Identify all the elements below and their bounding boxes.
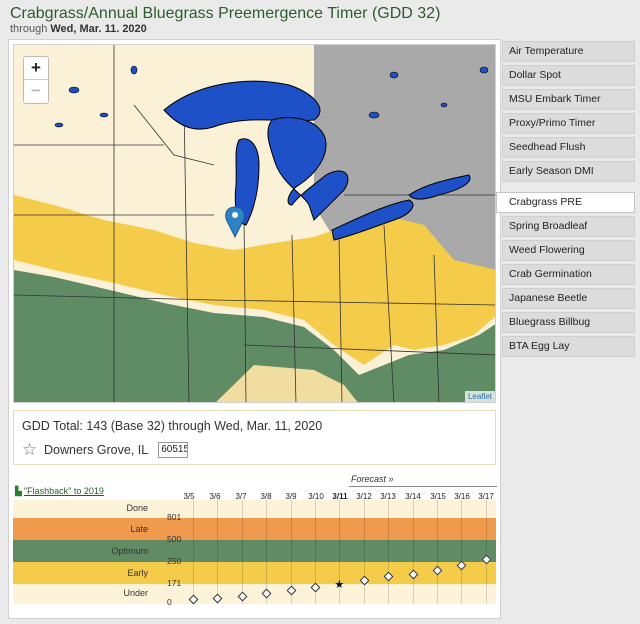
band-label: Done (126, 503, 148, 513)
date-label[interactable]: 3/13 (380, 492, 396, 501)
threshold-value: 250 (167, 556, 182, 566)
date-label[interactable]: 3/5 (183, 492, 195, 501)
gdd-map[interactable]: + − (13, 44, 496, 403)
grid-line (241, 500, 243, 604)
band-label: Early (127, 568, 148, 578)
date-label-current: 3/11 (332, 492, 348, 501)
band-under (13, 584, 496, 604)
sidebar-item-spring-broadleaf[interactable]: Spring Broadleaf (502, 216, 635, 237)
current-day-star-marker[interactable]: ★ (334, 579, 345, 592)
zip-input[interactable]: 60515 (158, 442, 189, 458)
sidebar-item-bta-egg-lay[interactable]: BTA Egg Lay (502, 336, 635, 357)
grid-line (461, 500, 463, 604)
band-early (13, 562, 496, 584)
subtitle-date: Wed, Mar. 11. 2020 (50, 23, 147, 35)
favorite-star-icon[interactable]: ☆ (22, 440, 38, 459)
date-label[interactable]: 3/12 (356, 492, 372, 501)
page-subtitle: through Wed, Mar. 11. 2020 (10, 23, 147, 35)
forecast-divider (349, 486, 497, 487)
grid-line (485, 500, 487, 604)
page-title: Crabgrass/Annual Bluegrass Preemergence … (10, 5, 441, 22)
sidebar-item-early-season-dmi[interactable]: Early Season DMI (502, 161, 635, 182)
threshold-value: 171 (167, 578, 182, 588)
sidebar-item-air-temperature[interactable]: Air Temperature (502, 41, 635, 62)
sidebar-item-dollar-spot[interactable]: Dollar Spot (502, 65, 635, 86)
location-info: GDD Total: 143 (Base 32) through Wed, Ma… (13, 410, 496, 465)
band-late (13, 518, 496, 540)
date-label[interactable]: 3/15 (430, 492, 446, 501)
sidebar-item-seedhead-flush[interactable]: Seedhead Flush (502, 137, 635, 158)
gdd-band-chart: Done Late Optimum Early Under 801 500 25… (13, 500, 496, 607)
location-name: Downers Grove, IL (44, 443, 149, 457)
date-axis: 3/5 3/6 3/7 3/8 3/9 3/10 3/11 3/12 3/13 … (9, 492, 502, 504)
grid-line (290, 500, 292, 604)
date-label[interactable]: 3/9 (285, 492, 297, 501)
threshold-value: 0 (167, 597, 172, 607)
band-optimum (13, 540, 496, 562)
sidebar-item-bluegrass-billbug[interactable]: Bluegrass Billbug (502, 312, 635, 333)
main-panel: + − (8, 39, 501, 619)
grid-line (217, 500, 219, 604)
forecast-label: Forecast » (351, 474, 394, 484)
date-label[interactable]: 3/6 (209, 492, 221, 501)
grid-line (388, 500, 390, 604)
map-layer (14, 45, 495, 402)
leaflet-attribution-link[interactable]: Leaflet (464, 391, 495, 402)
gdd-total-text: GDD Total: 143 (Base 32) through Wed, Ma… (22, 419, 323, 433)
zoom-out-button[interactable]: − (31, 81, 41, 100)
grid-line (193, 500, 194, 604)
grid-line (339, 500, 341, 604)
date-label[interactable]: 3/14 (405, 492, 421, 501)
sidebar-item-crab-germination[interactable]: Crab Germination (502, 264, 635, 285)
zoom-control: + − (23, 56, 49, 104)
threshold-value: 801 (167, 512, 182, 522)
threshold-value: 500 (167, 534, 182, 544)
model-sidebar: Air Temperature Dollar Spot MSU Embark T… (496, 41, 635, 360)
grid-line (315, 500, 316, 604)
grid-line (363, 500, 365, 604)
band-done (13, 500, 496, 518)
chart-icon: ▙ (15, 486, 22, 496)
date-label[interactable]: 3/10 (308, 492, 324, 501)
band-label: Optimum (111, 546, 148, 556)
sidebar-item-proxy-primo[interactable]: Proxy/Primo Timer (502, 113, 635, 134)
flashback-link[interactable]: ▙ "Flashback" to 2019 (15, 486, 104, 496)
date-label[interactable]: 3/16 (454, 492, 470, 501)
location-row: ☆ Downers Grove, IL 60515 (22, 440, 189, 459)
band-label: Late (130, 524, 148, 534)
date-label[interactable]: 3/7 (235, 492, 247, 501)
sidebar-item-msu-embark[interactable]: MSU Embark Timer (502, 89, 635, 110)
grid-line (437, 500, 438, 604)
band-label: Under (123, 588, 148, 598)
zoom-in-button[interactable]: + (24, 57, 48, 80)
grid-line (412, 500, 414, 604)
date-label[interactable]: 3/17 (478, 492, 494, 501)
sidebar-item-crabgrass-pre[interactable]: Crabgrass PRE (496, 192, 635, 213)
sidebar-item-weed-flowering[interactable]: Weed Flowering (502, 240, 635, 261)
grid-line (266, 500, 268, 604)
date-label[interactable]: 3/8 (260, 492, 272, 501)
sidebar-item-japanese-beetle[interactable]: Japanese Beetle (502, 288, 635, 309)
